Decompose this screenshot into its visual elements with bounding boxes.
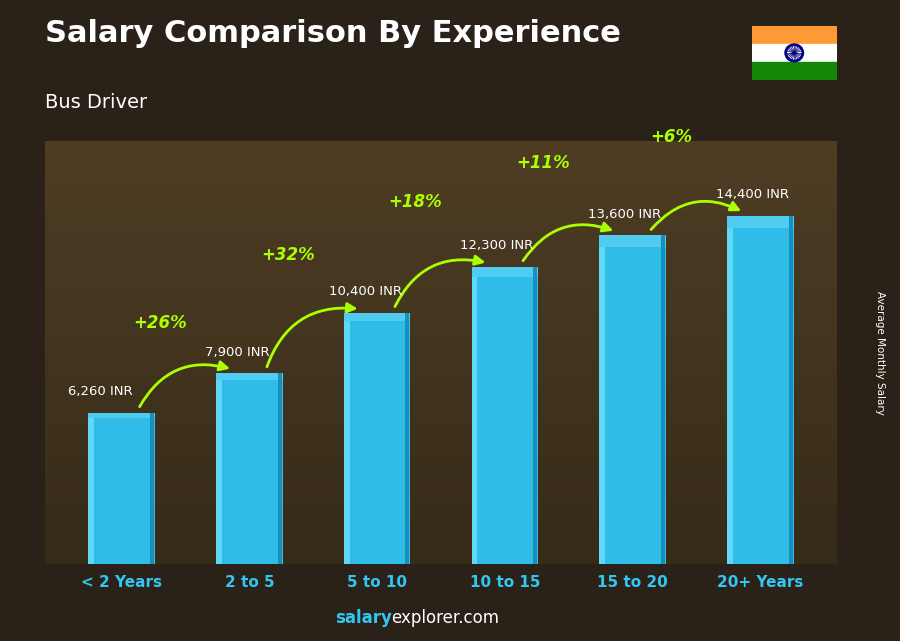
Bar (599, 235, 666, 564)
Bar (661, 235, 665, 564)
Bar (278, 373, 282, 564)
Text: explorer.com: explorer.com (392, 609, 500, 627)
Text: +32%: +32% (261, 246, 315, 264)
Text: 12,300 INR: 12,300 INR (460, 239, 534, 252)
Bar (88, 413, 155, 564)
Bar (88, 413, 155, 418)
Text: Bus Driver: Bus Driver (45, 93, 147, 112)
Bar (533, 267, 537, 564)
Bar (216, 373, 222, 564)
Bar (752, 62, 837, 80)
Text: 10,400 INR: 10,400 INR (328, 285, 401, 298)
Bar (788, 216, 793, 564)
Bar (727, 216, 733, 564)
Text: 14,400 INR: 14,400 INR (716, 188, 788, 201)
Text: Average Monthly Salary: Average Monthly Salary (875, 290, 886, 415)
Text: 13,600 INR: 13,600 INR (588, 208, 661, 221)
Bar (406, 313, 410, 564)
Text: Salary Comparison By Experience: Salary Comparison By Experience (45, 19, 621, 48)
Bar (344, 313, 350, 564)
Bar (727, 216, 794, 228)
Bar (599, 235, 666, 247)
Bar (472, 267, 477, 564)
Bar (88, 413, 94, 564)
Bar (752, 44, 837, 62)
Bar (216, 373, 283, 564)
Text: +6%: +6% (650, 128, 692, 146)
Text: 6,260 INR: 6,260 INR (68, 385, 132, 398)
Text: +26%: +26% (133, 314, 187, 332)
Bar (472, 267, 538, 277)
Bar (344, 313, 410, 564)
Bar (752, 26, 837, 44)
Bar (472, 267, 538, 564)
Text: +18%: +18% (389, 193, 442, 211)
Text: +11%: +11% (517, 154, 570, 172)
Bar (599, 235, 605, 564)
Text: 7,900 INR: 7,900 INR (204, 345, 269, 358)
Bar (344, 313, 410, 321)
Bar (727, 216, 794, 564)
Bar (216, 373, 283, 379)
Text: salary: salary (335, 609, 392, 627)
Circle shape (793, 52, 796, 54)
Bar (150, 413, 154, 564)
